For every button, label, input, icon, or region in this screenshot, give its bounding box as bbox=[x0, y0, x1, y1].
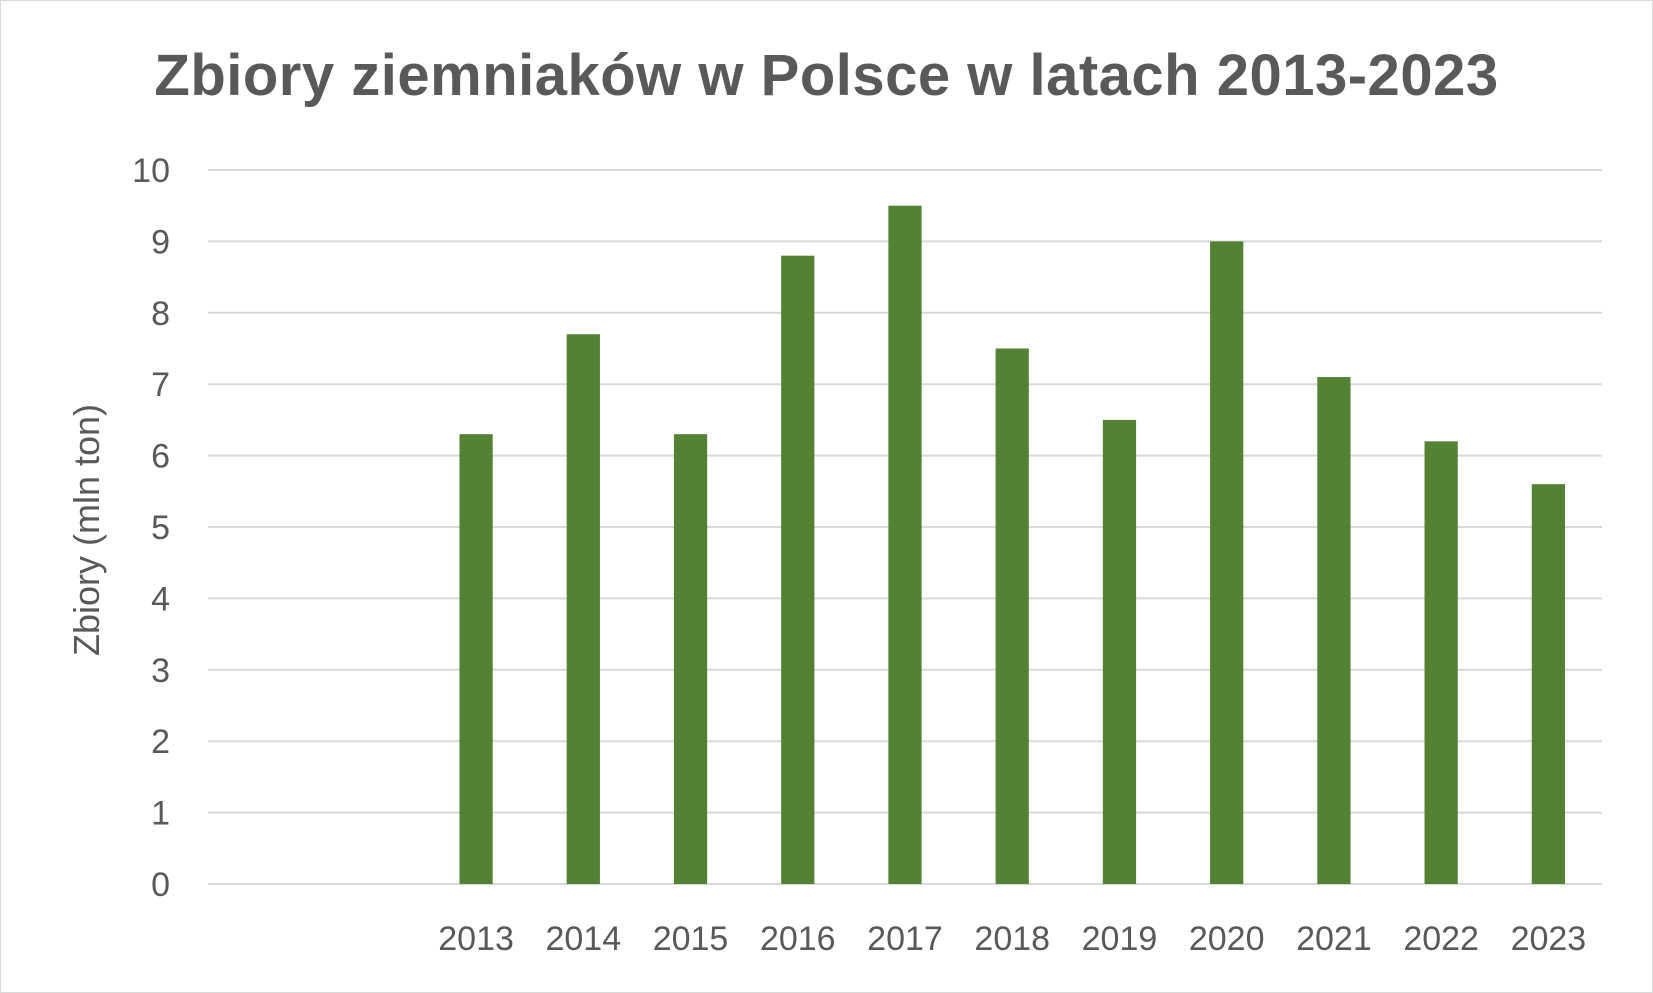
y-tick-label: 6 bbox=[151, 438, 170, 476]
y-tick-label: 7 bbox=[151, 366, 170, 404]
x-tick-label: 2018 bbox=[974, 920, 1050, 958]
bar-2015 bbox=[673, 434, 708, 884]
y-tick-label: 1 bbox=[151, 795, 170, 833]
x-tick-label: 2017 bbox=[867, 920, 943, 958]
x-tick-label: 2020 bbox=[1189, 920, 1265, 958]
y-tick-label: 4 bbox=[151, 580, 170, 618]
bar-2016 bbox=[781, 255, 815, 884]
bars bbox=[459, 205, 1566, 885]
bar-2013 bbox=[459, 434, 493, 884]
y-tick-label: 2 bbox=[151, 723, 170, 761]
x-tick-label: 2021 bbox=[1296, 920, 1372, 958]
y-tick-label: 10 bbox=[132, 152, 170, 190]
bar-2018 bbox=[995, 348, 1029, 884]
x-tick-label: 2015 bbox=[653, 920, 729, 958]
bar-2022 bbox=[1424, 441, 1458, 884]
x-tick-label: 2014 bbox=[545, 920, 621, 958]
chart-title: Zbiory ziemniaków w Polsce w latach 2013… bbox=[154, 43, 1499, 108]
y-tick-label: 8 bbox=[151, 295, 170, 333]
x-tick-label: 2019 bbox=[1082, 920, 1158, 958]
y-axis-title: Zbiory (mln ton) bbox=[66, 404, 107, 656]
x-tick-label: 2016 bbox=[760, 920, 836, 958]
x-tick-label: 2023 bbox=[1511, 920, 1587, 958]
x-tick-label: 2022 bbox=[1403, 920, 1479, 958]
y-tick-label: 0 bbox=[151, 866, 170, 904]
y-tick-label: 3 bbox=[151, 652, 170, 690]
bar-2017 bbox=[888, 205, 922, 884]
bar-2020 bbox=[1210, 241, 1244, 884]
y-tick-label: 9 bbox=[151, 223, 170, 261]
y-tick-label: 5 bbox=[151, 509, 170, 547]
bar-2021 bbox=[1317, 377, 1351, 884]
x-axis-ticks: 2013 2014 2015 2016 2017 2018 2019 2020 2021 2022… bbox=[438, 920, 1586, 958]
y-axis-ticks: 0 1 2 3 4 5 6 7 8 9 10 bbox=[132, 152, 170, 904]
bar-2014 bbox=[566, 334, 600, 885]
bar-2023 bbox=[1531, 484, 1566, 884]
x-tick-label: 2013 bbox=[438, 920, 514, 958]
bar-2019 bbox=[1102, 419, 1137, 884]
